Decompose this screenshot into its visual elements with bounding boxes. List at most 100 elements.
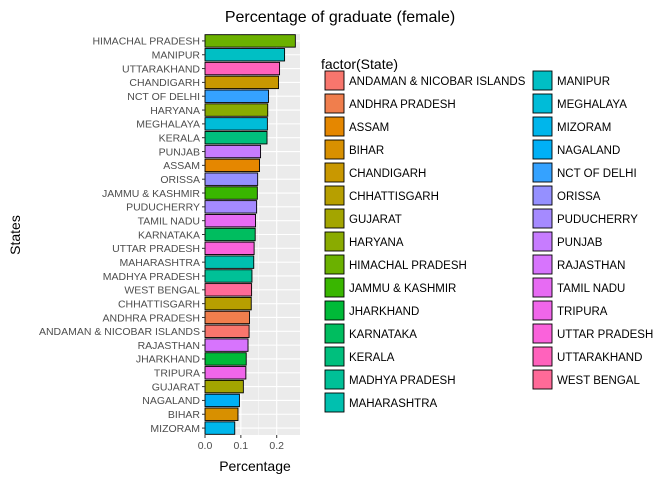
bar — [204, 296, 252, 311]
bar — [204, 227, 256, 242]
x-tick-label: 0.1 — [234, 440, 249, 452]
legend-label: MANIPUR — [557, 76, 610, 88]
y-tick-label: RAJASTHAN — [138, 340, 200, 352]
bar — [204, 172, 259, 186]
bar — [204, 158, 260, 173]
legend-title: factor(State) — [321, 56, 398, 72]
y-tick-label: KARNATAKA — [138, 229, 200, 241]
legend-key — [324, 346, 345, 367]
bar — [204, 186, 258, 200]
bar — [204, 117, 268, 131]
legend-key — [324, 323, 345, 344]
legend-key — [532, 231, 553, 252]
legend-label: HIMACHAL PRADESH — [349, 260, 467, 272]
x-tick-label: 0.0 — [198, 440, 213, 452]
legend-key — [324, 116, 345, 137]
legend-key — [324, 208, 345, 229]
bar — [204, 338, 249, 352]
legend-label: KERALA — [349, 352, 395, 364]
bar — [204, 103, 269, 117]
y-tick-label: CHHATTISGARH — [118, 298, 200, 310]
bar — [204, 366, 247, 380]
bar — [204, 393, 240, 408]
y-tick-label: MADHYA PRADESH — [103, 271, 200, 283]
legend-key — [324, 369, 345, 390]
bar — [204, 379, 244, 394]
legend-label: CHANDIGARH — [349, 168, 426, 180]
legend-label: NCT OF DELHI — [557, 168, 637, 180]
bars — [204, 34, 296, 435]
y-tick-label: MIZORAM — [150, 423, 200, 435]
legend-key — [532, 185, 553, 206]
legend-label: NAGALAND — [557, 145, 620, 157]
bar — [204, 200, 258, 214]
y-tick-label: HIMACHAL PRADESH — [92, 36, 200, 48]
y-tick-label: ANDHRA PRADESH — [103, 312, 200, 324]
legend-key — [324, 392, 345, 413]
legend-label: GUJARAT — [349, 214, 402, 226]
bar — [204, 352, 247, 366]
legend: factor(State) ANDAMAN & NICOBAR ISLANDS A… — [321, 56, 653, 413]
y-tick-label: WEST BENGAL — [124, 285, 200, 297]
legend-key — [532, 277, 553, 298]
legend-label: CHHATTISGARH — [349, 191, 439, 203]
legend-label: HARYANA — [349, 237, 404, 249]
bar — [204, 283, 253, 297]
bar — [204, 407, 239, 421]
y-tick-label: ANDAMAN & NICOBAR ISLANDS — [39, 326, 200, 338]
bar — [204, 144, 262, 159]
y-tick-label: HARYANA — [150, 105, 200, 117]
legend-label: UTTAR PRADESH — [557, 329, 653, 341]
y-tick-label: NAGALAND — [142, 395, 200, 407]
legend-label: PUNJAB — [557, 237, 603, 249]
legend-key — [324, 231, 345, 252]
legend-label: TAMIL NADU — [557, 283, 625, 295]
legend-key — [532, 323, 553, 344]
y-tick-label: PUNJAB — [159, 146, 200, 158]
legend-label: ANDAMAN & NICOBAR ISLANDS — [349, 76, 526, 88]
y-tick-label: ORISSA — [160, 174, 200, 186]
legend-label: MAHARASHTRA — [349, 398, 438, 410]
legend-key — [324, 93, 345, 114]
bar — [204, 241, 255, 256]
legend-label: TRIPURA — [557, 306, 608, 318]
legend-label: ANDHRA PRADESH — [349, 99, 456, 111]
bar — [204, 324, 250, 338]
bar — [204, 255, 255, 269]
legend-label: UTTARAKHAND — [557, 352, 642, 364]
legend-key — [324, 70, 345, 91]
y-tick-label: CHANDIGARH — [129, 77, 200, 89]
y-tick-label: MEGHALAYA — [136, 119, 200, 131]
legend-label: JAMMU & KASHMIR — [349, 283, 456, 295]
y-tick-label: TAMIL NADU — [138, 215, 200, 227]
bar — [204, 89, 269, 103]
bar — [204, 310, 250, 325]
y-tick-label: UTTAR PRADESH — [112, 243, 200, 255]
legend-label: ORISSA — [557, 191, 601, 203]
x-tick-label: 0.2 — [269, 440, 284, 452]
legend-label: MADHYA PRADESH — [349, 375, 456, 387]
legend-key — [532, 300, 553, 321]
bar — [204, 421, 236, 435]
y-tick-label: PUDUCHERRY — [126, 202, 200, 214]
legend-key — [532, 162, 553, 183]
legend-key — [532, 208, 553, 229]
y-tick-label: GUJARAT — [152, 381, 201, 393]
y-tick-label: TRIPURA — [154, 368, 200, 380]
legend-key — [324, 162, 345, 183]
legend-key — [532, 139, 553, 160]
legend-label: KARNATAKA — [349, 329, 417, 341]
bar — [204, 34, 296, 48]
y-axis-label: States — [7, 215, 23, 255]
bar — [204, 61, 281, 76]
legend-label: MEGHALAYA — [557, 99, 627, 111]
y-tick-label: JAMMU & KASHMIR — [102, 188, 200, 200]
legend-key — [324, 254, 345, 275]
bar — [204, 75, 279, 90]
x-axis: 0.0 0.1 0.2 — [198, 435, 284, 452]
legend-key — [324, 185, 345, 206]
y-tick-label: UTTARAKHAND — [122, 63, 200, 75]
x-axis-label: Percentage — [219, 458, 291, 474]
legend-key — [532, 346, 553, 367]
